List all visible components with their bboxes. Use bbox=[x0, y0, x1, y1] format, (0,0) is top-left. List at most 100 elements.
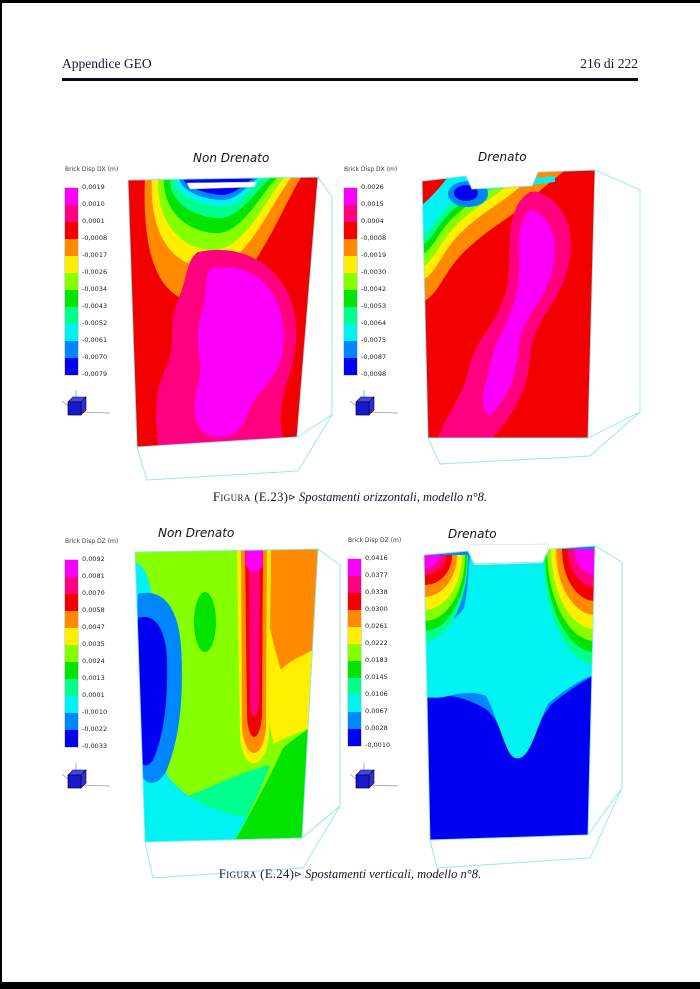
legend-value: -0,0064 bbox=[361, 319, 387, 327]
legend-color-patch bbox=[348, 644, 361, 661]
legend-e23-drenato: Brick Disp DX (m) 0,0026 0,0015 0,0004 -0,0… bbox=[343, 164, 455, 394]
legend-value: 0,0004 bbox=[361, 217, 384, 225]
plot-title-e23-drenato: Drenato bbox=[478, 150, 527, 164]
legend-title: Brick Disp DZ (m) bbox=[65, 538, 119, 545]
legend-color-patch bbox=[344, 307, 357, 324]
axis-triad-icon bbox=[349, 762, 399, 789]
legend-value: -0,0008 bbox=[82, 234, 108, 242]
legend-color-patch bbox=[65, 341, 78, 358]
legend-color-patch bbox=[65, 358, 78, 375]
legend-value: -0,0053 bbox=[361, 302, 387, 310]
model-box-wireframe bbox=[421, 169, 641, 465]
legend-value: -0,0010 bbox=[365, 741, 391, 749]
legend-color-patch bbox=[348, 695, 361, 712]
legend-value: -0,0008 bbox=[361, 234, 387, 242]
legend-value: -0,0042 bbox=[361, 285, 387, 293]
legend-color-patch bbox=[344, 273, 357, 290]
legend-colorbar bbox=[64, 187, 79, 376]
legend-value: 0,0092 bbox=[82, 555, 105, 563]
header-page-number: 216 di 222 bbox=[580, 56, 638, 71]
legend-value: -0,0052 bbox=[82, 319, 108, 327]
legend-value: -0,0017 bbox=[82, 251, 108, 259]
contour-plot-e24-drenato bbox=[423, 543, 623, 869]
page-frame-left bbox=[0, 0, 2, 989]
plot-title-e24-drenato: Drenato bbox=[448, 527, 497, 541]
model-box-wireframe bbox=[127, 176, 333, 481]
legend-value: 0,0300 bbox=[365, 605, 388, 613]
figure-caption-e24: Figura (E.24)⊳ Spostamenti verticali, mo… bbox=[0, 867, 700, 882]
legend-color-patch bbox=[65, 696, 78, 713]
legend-colorbar bbox=[343, 187, 358, 376]
model-box-wireframe bbox=[134, 548, 341, 879]
legend-value: 0,0067 bbox=[365, 707, 388, 715]
legend-color-patch bbox=[344, 358, 357, 375]
legend-color-patch bbox=[344, 222, 357, 239]
legend-e24-non-drenato: Brick Disp DZ (m) 0,0092 0,0081 0,0070 0,00… bbox=[64, 536, 176, 766]
legend-color-patch bbox=[348, 729, 361, 746]
legend-value: 0,0222 bbox=[365, 639, 388, 647]
contour-plot-e24-non-drenato bbox=[134, 548, 341, 879]
legend-color-patch bbox=[65, 560, 78, 577]
legend-color-patch bbox=[65, 679, 78, 696]
legend-value: 0,0024 bbox=[82, 657, 105, 665]
legend-value: 0,0028 bbox=[365, 724, 388, 732]
excavation-notch bbox=[467, 543, 550, 566]
caption-text: Spostamenti verticali, modello n°8. bbox=[304, 867, 482, 881]
axis-triad-icon bbox=[61, 762, 111, 789]
legend-color-patch bbox=[65, 205, 78, 222]
contour-plot-e23-non-drenato bbox=[127, 176, 333, 481]
legend-value: 0,0010 bbox=[82, 200, 105, 208]
legend-color-patch bbox=[348, 559, 361, 576]
legend-color-patch bbox=[348, 593, 361, 610]
legend-color-patch bbox=[344, 188, 357, 205]
caption-marker-icon: ⊳ bbox=[294, 869, 302, 879]
header-section-title: Appendice GEO bbox=[62, 56, 152, 71]
legend-value: 0,0261 bbox=[365, 622, 388, 630]
legend-color-patch bbox=[65, 290, 78, 307]
legend-e23-non-drenato: Brick Disp DX (m) 0,0019 0,0010 0,0001 -0,0… bbox=[64, 164, 176, 394]
legend-color-patch bbox=[65, 307, 78, 324]
legend-value: -0,0087 bbox=[361, 353, 387, 361]
legend-value: -0,0033 bbox=[82, 742, 108, 750]
legend-value: 0,0183 bbox=[365, 656, 388, 664]
header-rule bbox=[62, 78, 638, 81]
legend-color-patch bbox=[65, 730, 78, 747]
legend-color-patch bbox=[65, 594, 78, 611]
legend-value: 0,0019 bbox=[82, 183, 105, 191]
legend-colorbar bbox=[64, 559, 79, 748]
legend-color-patch bbox=[65, 273, 78, 290]
legend-colorbar bbox=[347, 558, 362, 747]
excavation-notch bbox=[186, 181, 258, 190]
page-frame-bottom bbox=[0, 982, 700, 989]
caption-label: Figura (E.24) bbox=[218, 867, 295, 881]
legend-value: 0,0015 bbox=[361, 200, 384, 208]
legend-color-patch bbox=[344, 239, 357, 256]
legend-color-patch bbox=[348, 576, 361, 593]
legend-color-patch bbox=[65, 611, 78, 628]
legend-color-patch bbox=[65, 239, 78, 256]
legend-color-patch bbox=[348, 678, 361, 695]
legend-color-patch bbox=[65, 324, 78, 341]
legend-value: -0,0019 bbox=[361, 251, 387, 259]
legend-color-patch bbox=[344, 256, 357, 273]
legend-value: 0,0058 bbox=[82, 606, 105, 614]
legend-title: Brick Disp DX (m) bbox=[344, 166, 398, 173]
caption-label: Figura (E.23) bbox=[212, 490, 289, 504]
legend-value: -0,0098 bbox=[361, 370, 387, 378]
legend-value: 0,0145 bbox=[365, 673, 388, 681]
legend-color-patch bbox=[348, 661, 361, 678]
model-box-wireframe bbox=[423, 545, 623, 869]
legend-value: 0,0026 bbox=[361, 183, 384, 191]
legend-value: -0,0070 bbox=[82, 353, 108, 361]
legend-color-patch bbox=[65, 222, 78, 239]
legend-value: 0,0035 bbox=[82, 640, 105, 648]
legend-color-patch bbox=[344, 341, 357, 358]
legend-value: -0,0010 bbox=[82, 708, 108, 716]
legend-value: 0,0047 bbox=[82, 623, 105, 631]
legend-color-patch bbox=[65, 645, 78, 662]
legend-title: Brick Disp DX (m) bbox=[65, 166, 119, 173]
legend-value: -0,0079 bbox=[82, 370, 108, 378]
legend-value: -0,0026 bbox=[82, 268, 108, 276]
